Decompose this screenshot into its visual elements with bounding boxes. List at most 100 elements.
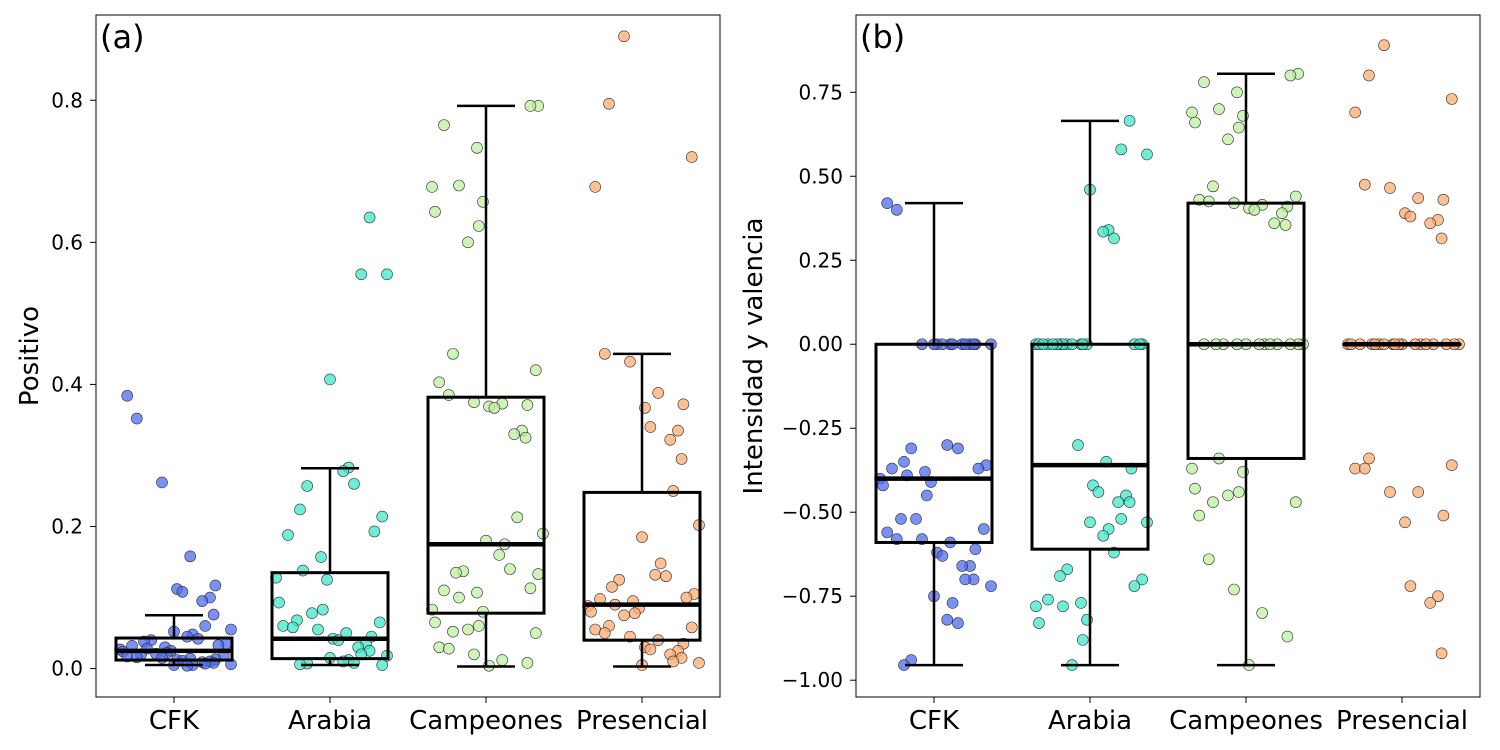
data-point	[156, 476, 168, 489]
box-campeones	[426, 104, 546, 668]
data-point	[1092, 486, 1105, 498]
data-point	[675, 453, 688, 465]
data-point	[1359, 178, 1371, 191]
data-point	[644, 421, 657, 433]
data-point	[471, 142, 483, 154]
data-point	[156, 652, 168, 664]
iqr-box	[874, 342, 994, 544]
data-point	[1112, 496, 1124, 508]
data-point	[273, 596, 285, 609]
y-tick-label: 0.2	[51, 515, 83, 539]
category-label: Presencial	[1336, 706, 1468, 736]
data-point	[521, 657, 534, 669]
data-point	[429, 205, 441, 218]
y-tick-label: 0.8	[51, 88, 83, 112]
data-point	[1384, 486, 1396, 498]
data-point	[472, 620, 485, 632]
data-point	[504, 563, 516, 575]
data-point	[1075, 597, 1087, 609]
data-point	[1432, 590, 1444, 603]
data-point	[956, 560, 969, 572]
data-point	[1363, 452, 1375, 465]
data-point	[121, 389, 133, 402]
data-point	[1077, 634, 1089, 646]
data-point	[301, 480, 314, 492]
data-point	[324, 373, 336, 386]
y-tick-label: −0.50	[782, 500, 843, 524]
category-label: Campeones	[1169, 706, 1323, 736]
data-point	[936, 550, 949, 562]
data-point	[654, 557, 667, 570]
box-arabia	[1030, 119, 1150, 667]
data-point	[1123, 115, 1136, 127]
y-tick-label: −0.75	[782, 584, 843, 608]
data-point	[462, 236, 474, 249]
y-tick-label: 0.00	[798, 332, 843, 356]
data-point	[1203, 195, 1215, 208]
data-point	[363, 211, 376, 224]
data-point	[1437, 509, 1450, 522]
y-tick-label: 0.6	[51, 230, 83, 254]
data-point	[453, 591, 465, 604]
data-point	[312, 623, 324, 636]
iqr-box	[1030, 342, 1150, 551]
y-tick-label: 0.0	[51, 657, 83, 681]
y-axis-title: Positivo	[15, 306, 45, 406]
data-point	[1193, 509, 1205, 522]
data-point	[316, 603, 329, 616]
data-point	[589, 181, 602, 193]
data-point	[1115, 143, 1127, 156]
category-label: CFK	[909, 706, 960, 736]
data-point	[1437, 193, 1450, 206]
data-point	[1276, 207, 1288, 220]
data-point	[624, 355, 636, 368]
data-point	[209, 579, 222, 592]
iqr-box	[426, 395, 546, 615]
data-point	[277, 620, 290, 632]
box-presencial	[582, 352, 702, 668]
data-point	[1141, 148, 1153, 161]
data-point	[529, 627, 542, 639]
data-point	[667, 655, 680, 668]
data-point	[1115, 513, 1127, 525]
data-point	[664, 434, 677, 446]
box-campeones	[1186, 72, 1306, 667]
plot-frame	[95, 14, 721, 698]
data-point	[529, 364, 542, 377]
y-tick-label: 0.50	[798, 164, 843, 188]
data-point	[613, 573, 626, 586]
data-point	[1097, 529, 1109, 542]
data-point	[895, 513, 907, 525]
data-point	[606, 581, 618, 593]
data-point	[462, 623, 474, 636]
data-point	[286, 621, 299, 634]
data-point	[1424, 217, 1436, 230]
data-point	[315, 551, 327, 563]
data-point	[1108, 232, 1120, 245]
data-point	[450, 566, 462, 579]
data-point	[1233, 121, 1245, 134]
data-point	[433, 641, 446, 654]
data-point	[442, 642, 455, 655]
data-point	[649, 569, 662, 581]
box-cfk	[874, 201, 994, 667]
data-point	[910, 513, 922, 525]
data-point	[306, 607, 318, 619]
data-point	[680, 591, 693, 604]
data-point	[941, 613, 954, 626]
data-point	[585, 605, 597, 618]
data-point	[282, 529, 294, 541]
data-point	[660, 570, 672, 583]
data-point	[1412, 192, 1424, 204]
data-point	[1399, 516, 1411, 529]
data-point	[472, 220, 485, 232]
data-point	[1359, 462, 1371, 475]
category-label: Arabia	[1048, 706, 1132, 736]
category-label: Arabia	[288, 706, 372, 736]
data-point	[294, 503, 306, 516]
data-point	[618, 609, 630, 622]
data-point	[438, 584, 450, 597]
data-point	[985, 580, 997, 592]
data-point	[1128, 580, 1141, 592]
data-point	[447, 348, 459, 360]
